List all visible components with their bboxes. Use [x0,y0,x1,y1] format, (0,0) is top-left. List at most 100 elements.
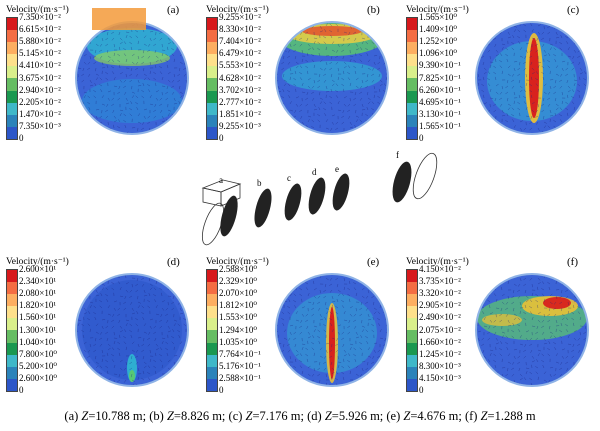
colorbar-swatch [7,102,17,115]
legend-tick-label: 0 [419,133,424,143]
colorbar-swatch [407,30,417,43]
velocity-region [94,50,170,66]
velocity-legend: Velocity/(m·s⁻¹) 4.150×10⁻² 3.735×10⁻² 3.32… [402,256,482,396]
colorbar-swatch [7,294,17,307]
legend-tick-label: 2.075×10⁻² [419,324,461,335]
velocity-legend: Velocity/(m·s⁻¹) 2.600×10¹ 2.340×10¹ 2.080×… [2,256,82,396]
colorbar [6,17,18,140]
colorbar-swatch [407,102,417,115]
legend-tick-label: 2.588×10⁰ [219,264,257,274]
legend-tick-label: 3.320×10⁻² [419,288,461,299]
legend-tick-label: 5.553×10⁻² [219,60,261,71]
colorbar-swatch [7,330,17,343]
legend-tick-label: 9.255×10⁻² [219,12,261,22]
legend-tick-label: 4.410×10⁻² [19,60,61,71]
caption-value: =10.788 m; [88,409,150,423]
caption-variable: Z [403,409,411,423]
colorbar-swatch [407,282,417,295]
legend-tick-label: 2.588×10⁻¹ [219,372,261,383]
velocity-region [529,38,539,118]
velocity-legend: Velocity/(m·s⁻¹) 9.255×10⁻² 8.330×10⁻² 7.40… [202,4,282,144]
legend-tick-label: 7.350×10⁻² [19,12,61,22]
colorbar-swatch [407,306,417,319]
legend-tick-label: 1.851×10⁻² [219,108,261,119]
panel-label: (c) [567,4,580,16]
legend-tick-label: 2.777×10⁻² [219,96,261,107]
legend-tick-label: 5.880×10⁻² [19,36,61,47]
colorbar-swatch [7,78,17,91]
velocity-field-disc [75,8,189,135]
legend-tick-label: 6.479×10⁻² [219,48,261,59]
caption-label: (d) [307,409,325,423]
schematic-label-f: f [396,150,399,160]
colorbar-swatch [7,66,17,79]
colorbar-swatch [7,54,17,67]
schematic-label-c: c [287,173,291,183]
velocity-legend: Velocity/(m·s⁻¹) 7.350×10⁻² 6.615×10⁻² 5.88… [2,4,82,144]
legend-tick-label: 9.255×10⁻³ [219,120,261,131]
plane-e [332,173,350,211]
panel-label: (f) [567,256,578,268]
caption-value: =4.676 m; [410,409,465,423]
legend-tick-label: 3.130×10⁻¹ [419,108,461,119]
colorbar-swatch [7,30,17,43]
caption-variable: Z [480,409,488,423]
colorbar-swatch [407,90,417,103]
legend-tick-label: 2.600×10⁰ [19,372,57,383]
colorbar-swatch [7,42,17,55]
panel-label: (d) [167,256,180,268]
colorbar-swatch [407,18,417,31]
legend-tick-label: 0 [219,385,224,395]
caption-value: =5.926 m; [331,409,387,423]
legend-tick-label: 1.040×10¹ [19,336,57,347]
velocity-region [82,280,182,380]
colorbar-swatch [207,330,217,343]
colorbar-swatch [7,126,17,139]
colorbar-swatch [207,354,217,367]
colorbar-swatch [7,378,17,391]
caption-label: (c) [228,409,246,423]
legend-tick-label: 1.300×10¹ [19,324,57,335]
cross-section-schematic: a b c d e f [201,150,438,246]
colorbar-swatch [207,282,217,295]
colorbar-swatch [207,126,217,139]
caption-variable: Z [245,409,253,423]
legend-tick-label: 1.252×10⁰ [419,36,457,47]
legend-tick-label: 1.820×10¹ [19,300,57,311]
legend-tick-label: 0 [19,385,24,395]
velocity-field-disc [275,273,389,387]
legend-tick-label: 8.330×10⁻² [219,24,261,35]
velocity-field-disc [75,273,189,387]
caption-value: =8.826 m; [173,409,229,423]
schematic-label-a: a [219,175,223,185]
panel-a: Velocity/(m·s⁻¹) 7.350×10⁻² 6.615×10⁻² 5.88… [2,4,198,144]
schematic-label-d: d [312,167,317,177]
disc-rim [475,273,589,387]
colorbar [206,269,218,392]
legend-tick-label: 2.329×10⁰ [219,276,257,287]
disc-rim [75,273,189,387]
plane-c [284,183,302,221]
colorbar-swatch [207,366,217,379]
legend-tick-label: 1.560×10¹ [19,312,57,323]
panel-c: Velocity/(m·s⁻¹) 1.565×10⁰ 1.409×10⁰ 1.252×… [402,4,598,144]
legend-title: Velocity/(m·s⁻¹) [406,5,469,15]
legend-tick-label: 9.390×10⁻¹ [419,60,461,71]
panel-d: Velocity/(m·s⁻¹) 2.600×10¹ 2.340×10¹ 2.080×… [2,256,198,396]
legend-tick-label: 7.825×10⁻¹ [419,72,461,83]
plane-d [308,177,326,215]
legend-tick-label: 7.800×10⁰ [19,348,57,359]
legend-tick-label: 0 [219,133,224,143]
colorbar-swatch [407,114,417,127]
velocity-field-disc [475,21,589,135]
colorbar-swatch [407,126,417,139]
schematic-label-b: b [257,178,262,188]
colorbar-swatch [7,90,17,103]
legend-tick-label: 1.245×10⁻² [419,348,461,359]
colorbar-swatch [207,378,217,391]
colorbar-swatch [407,378,417,391]
legend-tick-label: 6.615×10⁻² [19,24,61,35]
inlet-box [201,179,242,207]
legend-tick-label: 6.260×10⁻¹ [419,84,461,95]
colorbar-swatch [207,306,217,319]
